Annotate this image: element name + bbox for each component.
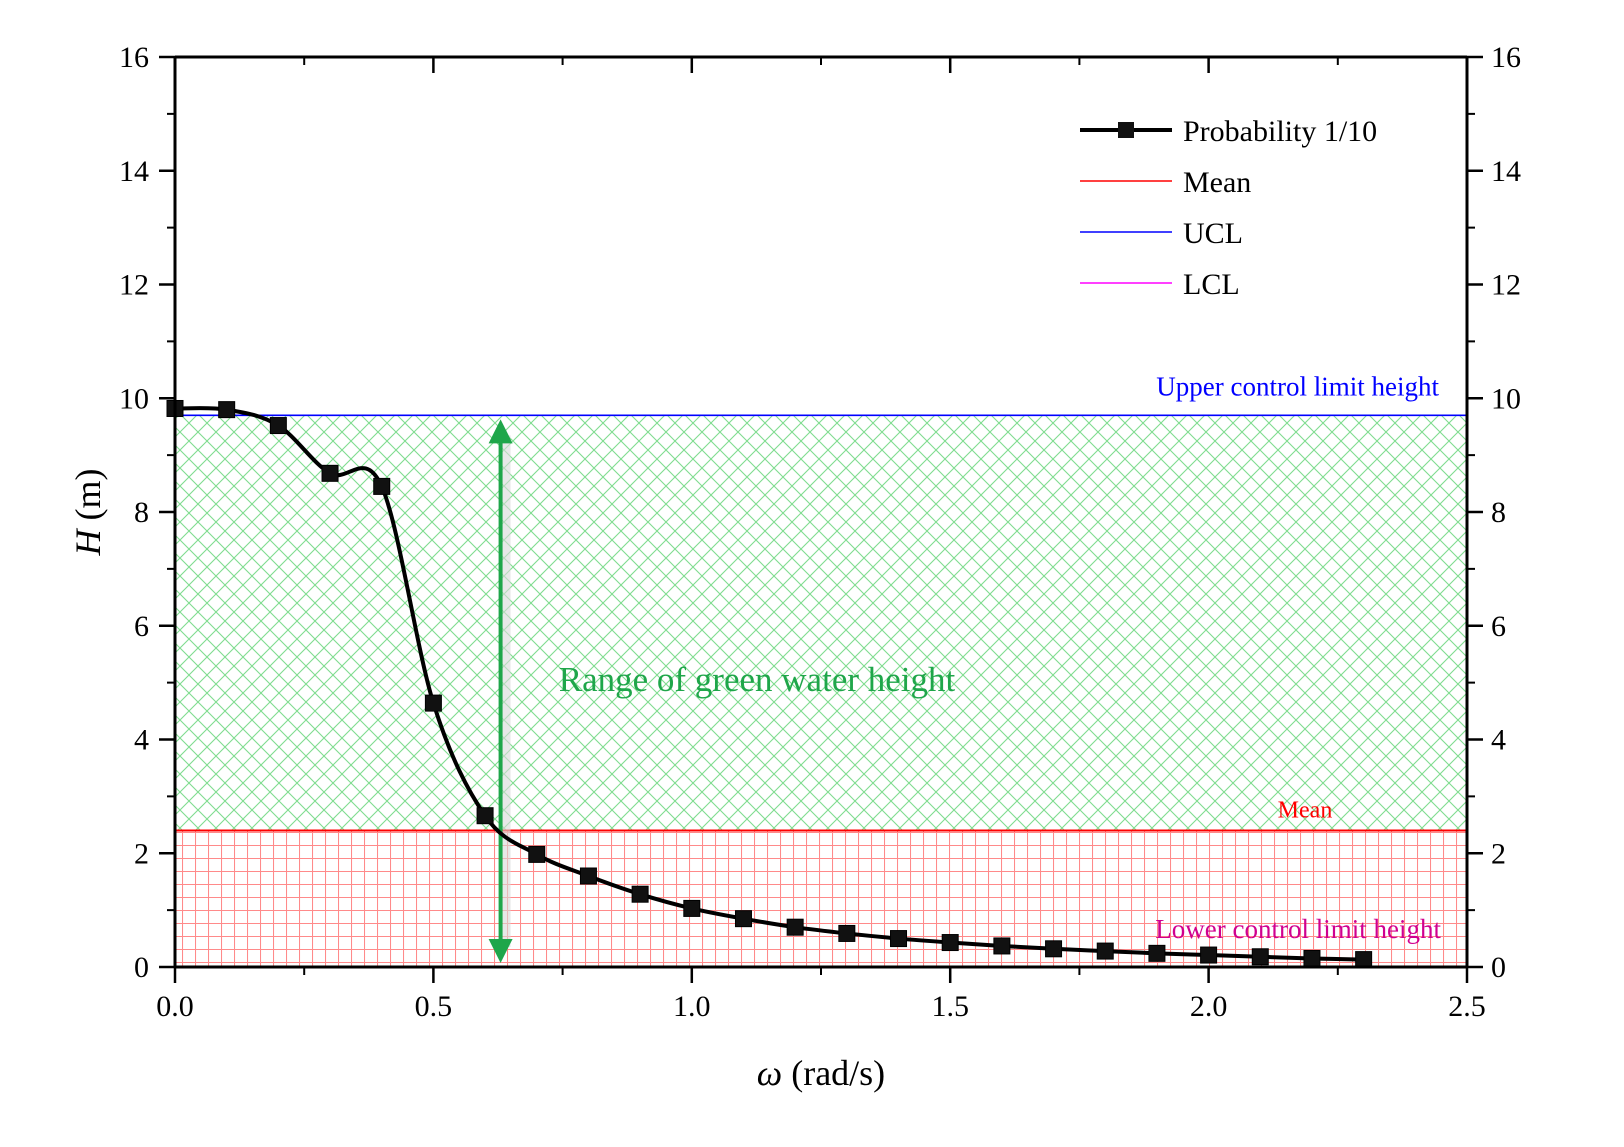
data-point [269, 417, 287, 435]
shaded-region-1 [175, 830, 1467, 967]
y-tick-label-right: 0 [1491, 951, 1506, 984]
y-tick-label-left: 8 [134, 496, 149, 529]
y-tick-label-left: 4 [134, 724, 149, 757]
data-point [1303, 949, 1321, 967]
legend-label-3: LCL [1183, 268, 1240, 301]
y-axis-symbol: H [68, 527, 108, 556]
y-axis-title: H (m) [68, 469, 108, 557]
range-arrow-head-bottom [488, 939, 513, 963]
data-point [528, 845, 546, 863]
data-point [683, 899, 701, 917]
legend-label-2: UCL [1183, 217, 1243, 250]
range-annotation-label: Range of green water height [559, 660, 956, 699]
range-arrow-shadow [502, 435, 511, 947]
legend: Probability 1/10 Mean UCL LCL [1080, 115, 1377, 301]
ticks: 0 0 2 2 4 4 6 6 8 8 10 10 12 12 14 14 16 16 0.0 0.5 1.0 1.5 2.… [119, 41, 1521, 1023]
y-tick-label-left: 12 [119, 269, 149, 302]
data-point [1355, 951, 1373, 969]
y-tick-label-right: 14 [1491, 155, 1521, 188]
ref-line-label-ucl: Upper control limit height [1156, 371, 1439, 401]
data-point [890, 930, 908, 948]
y-tick-label-right: 12 [1491, 269, 1521, 302]
y-tick-label-left: 16 [119, 41, 149, 74]
data-point [218, 401, 236, 419]
data-point [838, 924, 856, 942]
data-point [579, 867, 597, 885]
x-tick-label: 2.0 [1190, 990, 1228, 1023]
shaded-region-0 [175, 415, 1467, 831]
x-axis-title: ω (rad/s) [757, 1053, 885, 1093]
legend-marker [1118, 122, 1134, 138]
legend-label-0: Probability 1/10 [1183, 115, 1377, 148]
data-point [1148, 944, 1166, 962]
x-tick-label: 1.5 [931, 990, 969, 1023]
data-point [993, 937, 1011, 955]
legend-label-1: Mean [1183, 166, 1251, 199]
x-axis-unit: (rad/s) [782, 1053, 885, 1093]
x-tick-label: 0.5 [415, 990, 453, 1023]
shaded-regions [175, 415, 1467, 967]
ref-line-label-lcl: Lower control limit height [1155, 914, 1441, 944]
y-tick-label-right: 8 [1491, 496, 1506, 529]
x-tick-label: 0.0 [156, 990, 194, 1023]
data-point [1045, 940, 1063, 958]
data-point [321, 464, 339, 482]
y-tick-label-left: 2 [134, 837, 149, 870]
data-point [373, 477, 391, 495]
reference-lines: Mean Upper control limit height Lower cont… [175, 371, 1467, 968]
y-tick-label-right: 6 [1491, 610, 1506, 643]
data-point [1251, 948, 1269, 966]
data-point [1096, 942, 1114, 960]
data-point [1200, 946, 1218, 964]
y-tick-label-right: 4 [1491, 724, 1506, 757]
y-tick-label-left: 0 [134, 951, 149, 984]
x-axis-symbol: ω [757, 1053, 782, 1093]
y-tick-label-right: 16 [1491, 41, 1521, 74]
y-tick-label-left: 10 [119, 382, 149, 415]
data-point [786, 918, 804, 936]
data-point [424, 694, 442, 712]
y-tick-label-left: 6 [134, 610, 149, 643]
y-tick-label-left: 14 [119, 155, 149, 188]
y-tick-label-right: 10 [1491, 382, 1521, 415]
x-tick-label: 1.0 [673, 990, 711, 1023]
range-arrow-head-top [488, 419, 513, 444]
data-point [631, 885, 649, 903]
series-layer [166, 399, 1373, 969]
range-annotation: Range of green water height [488, 419, 956, 963]
data-point [941, 934, 959, 952]
x-tick-label: 2.5 [1448, 990, 1486, 1023]
ref-line-label-mean: Mean [1278, 798, 1333, 824]
y-tick-label-right: 2 [1491, 837, 1506, 870]
data-point [476, 807, 494, 825]
data-point [734, 910, 752, 928]
y-axis-unit: (m) [68, 469, 108, 530]
